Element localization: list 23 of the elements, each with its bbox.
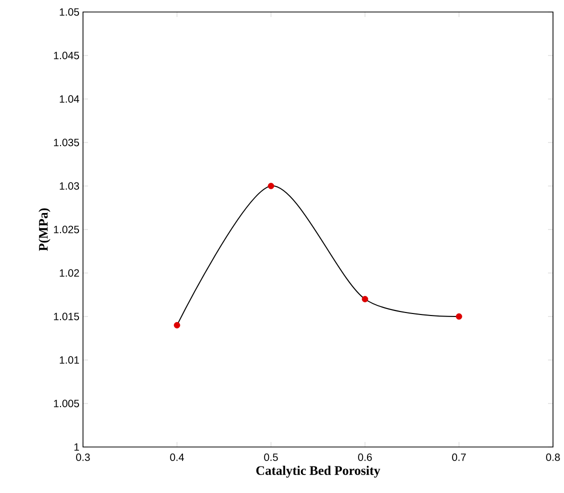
point	[174, 322, 180, 328]
y-tick-label: 1.005	[54, 400, 80, 408]
y-tick-label: 1.025	[54, 226, 80, 234]
point	[362, 296, 368, 302]
y-tick-label: 1.01	[60, 356, 79, 364]
x-tick-label: 0.3	[76, 454, 90, 461]
x-tick-label: 0.4	[170, 454, 184, 461]
x-tick-label: 0.5	[264, 454, 278, 461]
y-tick-label: 1.02	[60, 269, 79, 277]
point	[268, 182, 274, 190]
y-tick-label: 1	[74, 443, 79, 451]
y-axis-title: P(MPa)	[38, 208, 50, 251]
y-tick-label: 1.03	[60, 182, 80, 190]
y-tick-label: 1.035	[54, 138, 80, 146]
point	[456, 313, 462, 320]
y-tick-label: 1.04	[60, 95, 80, 103]
x-axis-title: Catalytic Bed Porosity	[256, 466, 380, 478]
y-tick-label: 1.045	[54, 52, 80, 60]
x-tick-label: 0.7	[452, 454, 466, 461]
x-tick-label: 0.8	[546, 454, 560, 461]
y-tick-label: 1.015	[54, 312, 80, 320]
y-tick-label: 1.05	[60, 8, 80, 16]
x-tick-label: 0.6	[358, 454, 372, 461]
